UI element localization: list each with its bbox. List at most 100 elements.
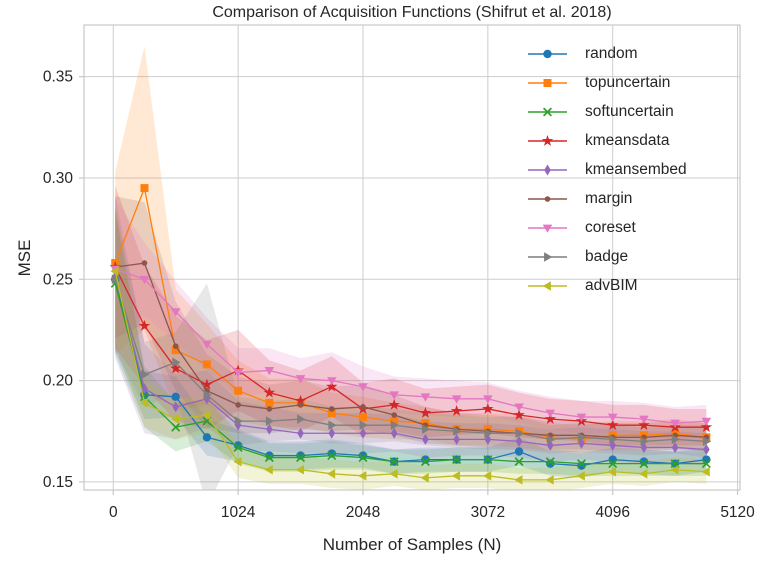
x-marker-icon (528, 106, 567, 117)
gridlines (84, 25, 740, 490)
triangle-down-marker-icon (528, 224, 567, 233)
marker (235, 402, 241, 408)
marker (541, 134, 554, 146)
marker (543, 78, 552, 87)
series-random-band (115, 208, 707, 478)
marker (171, 392, 180, 401)
marker (671, 441, 679, 453)
legend-item-margin: margin (527, 184, 687, 213)
marker (234, 416, 243, 426)
legend-item-advBIM: advBIM (527, 271, 687, 300)
x-tick-label: 2048 (346, 504, 380, 521)
marker (422, 424, 431, 435)
axes-spines (83, 24, 741, 491)
series-coreset-band (115, 198, 707, 440)
y-tick-label: 0.35 (43, 69, 73, 86)
marker (172, 401, 179, 413)
marker (202, 340, 212, 349)
marker (327, 409, 336, 418)
x-tick-label: 5120 (720, 504, 755, 521)
marker (576, 471, 585, 481)
triangle-right-marker-icon (528, 251, 567, 262)
marker (453, 433, 460, 445)
marker (233, 456, 242, 467)
marker (172, 343, 179, 349)
marker (545, 409, 556, 418)
series-coreset (110, 265, 712, 428)
marker (234, 386, 243, 395)
circle-marker-icon (528, 49, 567, 58)
marker (295, 375, 306, 384)
series-softuncertain (110, 278, 711, 469)
marker (389, 391, 399, 400)
marker (169, 362, 182, 374)
marker (701, 417, 712, 426)
marker (701, 466, 710, 477)
marker (544, 251, 553, 262)
marker (111, 274, 121, 285)
marker (265, 416, 275, 426)
marker (202, 360, 211, 369)
y-axis-label: MSE (15, 239, 34, 277)
marker (360, 404, 366, 410)
legend-item-coreset: coreset (527, 213, 687, 242)
marker (515, 435, 523, 447)
marker (266, 406, 273, 412)
marker (544, 413, 556, 424)
marker (326, 468, 336, 479)
marker (388, 398, 400, 410)
marker (141, 260, 148, 266)
marker (203, 389, 212, 400)
marker (264, 367, 275, 376)
marker (576, 413, 587, 422)
marker (639, 468, 648, 479)
marker (578, 432, 587, 443)
legend-label: softuncertain (585, 102, 674, 120)
marker (141, 383, 148, 395)
y-tick-label: 0.25 (43, 271, 73, 288)
marker (358, 413, 367, 422)
marker (607, 419, 619, 431)
marker (638, 419, 650, 431)
marker (390, 417, 399, 426)
legend-item-random: random (527, 39, 687, 68)
marker (297, 414, 306, 424)
marker (703, 443, 710, 455)
marker (420, 473, 429, 483)
marker (328, 420, 337, 430)
thin-diamond-marker-icon (528, 164, 567, 175)
marker (202, 433, 212, 442)
marker (297, 427, 304, 439)
legend-item-softuncertain: softuncertain (527, 97, 687, 126)
marker (515, 428, 524, 439)
marker (390, 420, 399, 430)
marker (170, 308, 181, 317)
marker (542, 280, 551, 291)
marker (326, 377, 337, 386)
legend: random topuncertain softuncertain kmeansdat… (527, 39, 687, 300)
marker (139, 275, 150, 285)
marker (172, 357, 181, 368)
marker (359, 427, 367, 439)
marker (390, 427, 398, 439)
marker (670, 464, 679, 475)
series-advBIM (110, 266, 710, 485)
marker (639, 415, 649, 424)
marker (389, 468, 398, 479)
marker (110, 266, 119, 276)
marker (263, 386, 276, 398)
marker (607, 466, 617, 477)
marker (483, 471, 492, 481)
marker (170, 414, 180, 424)
marker (453, 426, 462, 437)
marker (640, 436, 649, 447)
x-tick-label: 3072 (471, 504, 505, 521)
marker (514, 447, 524, 456)
marker (451, 471, 461, 481)
marker (358, 471, 367, 481)
legend-item-badge: badge (527, 242, 687, 271)
star-marker-icon (528, 134, 567, 146)
marker (140, 184, 149, 193)
marker (513, 409, 525, 420)
